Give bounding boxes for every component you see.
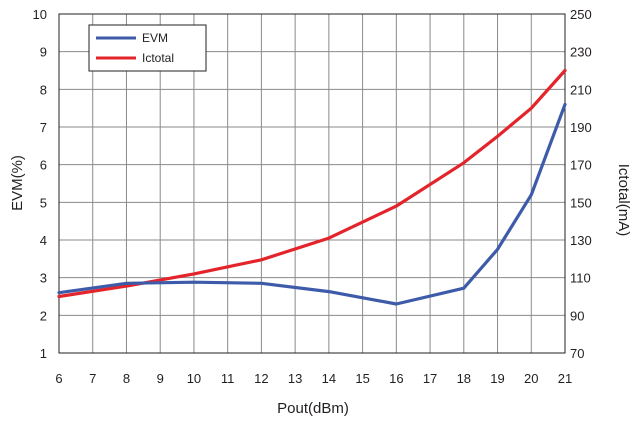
y-tick-label-right: 170	[570, 158, 592, 173]
x-tick-label: 13	[288, 371, 302, 386]
x-tick-label: 17	[423, 371, 437, 386]
x-tick-label: 6	[55, 371, 62, 386]
x-tick-label: 7	[89, 371, 96, 386]
legend-box	[88, 24, 207, 72]
y-tick-label-right: 190	[570, 120, 592, 135]
y-tick-label-left: 7	[40, 120, 47, 135]
x-tick-label: 8	[123, 371, 130, 386]
y-tick-label-right: 130	[570, 233, 592, 248]
y-tick-label-right: 250	[570, 7, 592, 22]
y-tick-label-right: 110	[570, 271, 591, 286]
x-tick-label: 21	[558, 371, 572, 386]
y-tick-label-left: 8	[40, 82, 47, 97]
x-tick-labels: 6 7 8 9 10 11 12 13 14 15 16 17 18 19 20 21	[55, 371, 572, 386]
right-y-tick-labels: 70 90 110 130 150 170 190 210 230 250	[570, 7, 592, 361]
y-tick-label-right: 150	[570, 195, 592, 210]
legend: EVM Ictotal	[88, 24, 207, 72]
x-tick-label: 11	[221, 371, 235, 386]
y-tick-label-right: 210	[570, 82, 592, 97]
left-y-tick-labels: 1 2 3 4 5 6 7 8 9 10	[33, 7, 47, 361]
x-tick-label: 20	[524, 371, 538, 386]
grid	[59, 14, 565, 353]
y-tick-label-left: 1	[40, 346, 47, 361]
y-tick-label-left: 5	[40, 195, 47, 210]
legend-label-evm: EVM	[142, 31, 168, 45]
y-tick-label-right: 90	[570, 308, 584, 323]
y-tick-label-left: 6	[40, 158, 47, 173]
plot-area-frame	[58, 13, 566, 354]
x-tick-label: 10	[187, 371, 201, 386]
legend-label-ictotal: Ictotal	[142, 51, 174, 65]
y-tick-label-right: 70	[570, 346, 584, 361]
y-tick-label-left: 9	[40, 45, 47, 60]
x-tick-label: 9	[157, 371, 164, 386]
series-line-ictotal	[57, 68, 567, 299]
y-axis-right-title: Ictotal(mA)	[615, 164, 632, 237]
y-tick-label-left: 2	[40, 308, 47, 323]
series-lines	[57, 68, 567, 306]
y-tick-label-left: 4	[40, 233, 47, 248]
x-axis-title: Pout(dBm)	[277, 400, 349, 417]
y-tick-label-right: 230	[570, 45, 592, 60]
y-tick-label-left: 3	[40, 271, 47, 286]
x-tick-label: 16	[389, 371, 403, 386]
x-tick-label: 18	[457, 371, 471, 386]
y-tick-label-left: 10	[33, 7, 47, 22]
series-line-evm	[57, 102, 567, 306]
x-tick-label: 12	[254, 371, 268, 386]
y-axis-left-title: EVM(%)	[9, 155, 26, 211]
x-tick-label: 14	[322, 371, 336, 386]
x-tick-label: 15	[355, 371, 369, 386]
x-tick-label: 19	[490, 371, 504, 386]
